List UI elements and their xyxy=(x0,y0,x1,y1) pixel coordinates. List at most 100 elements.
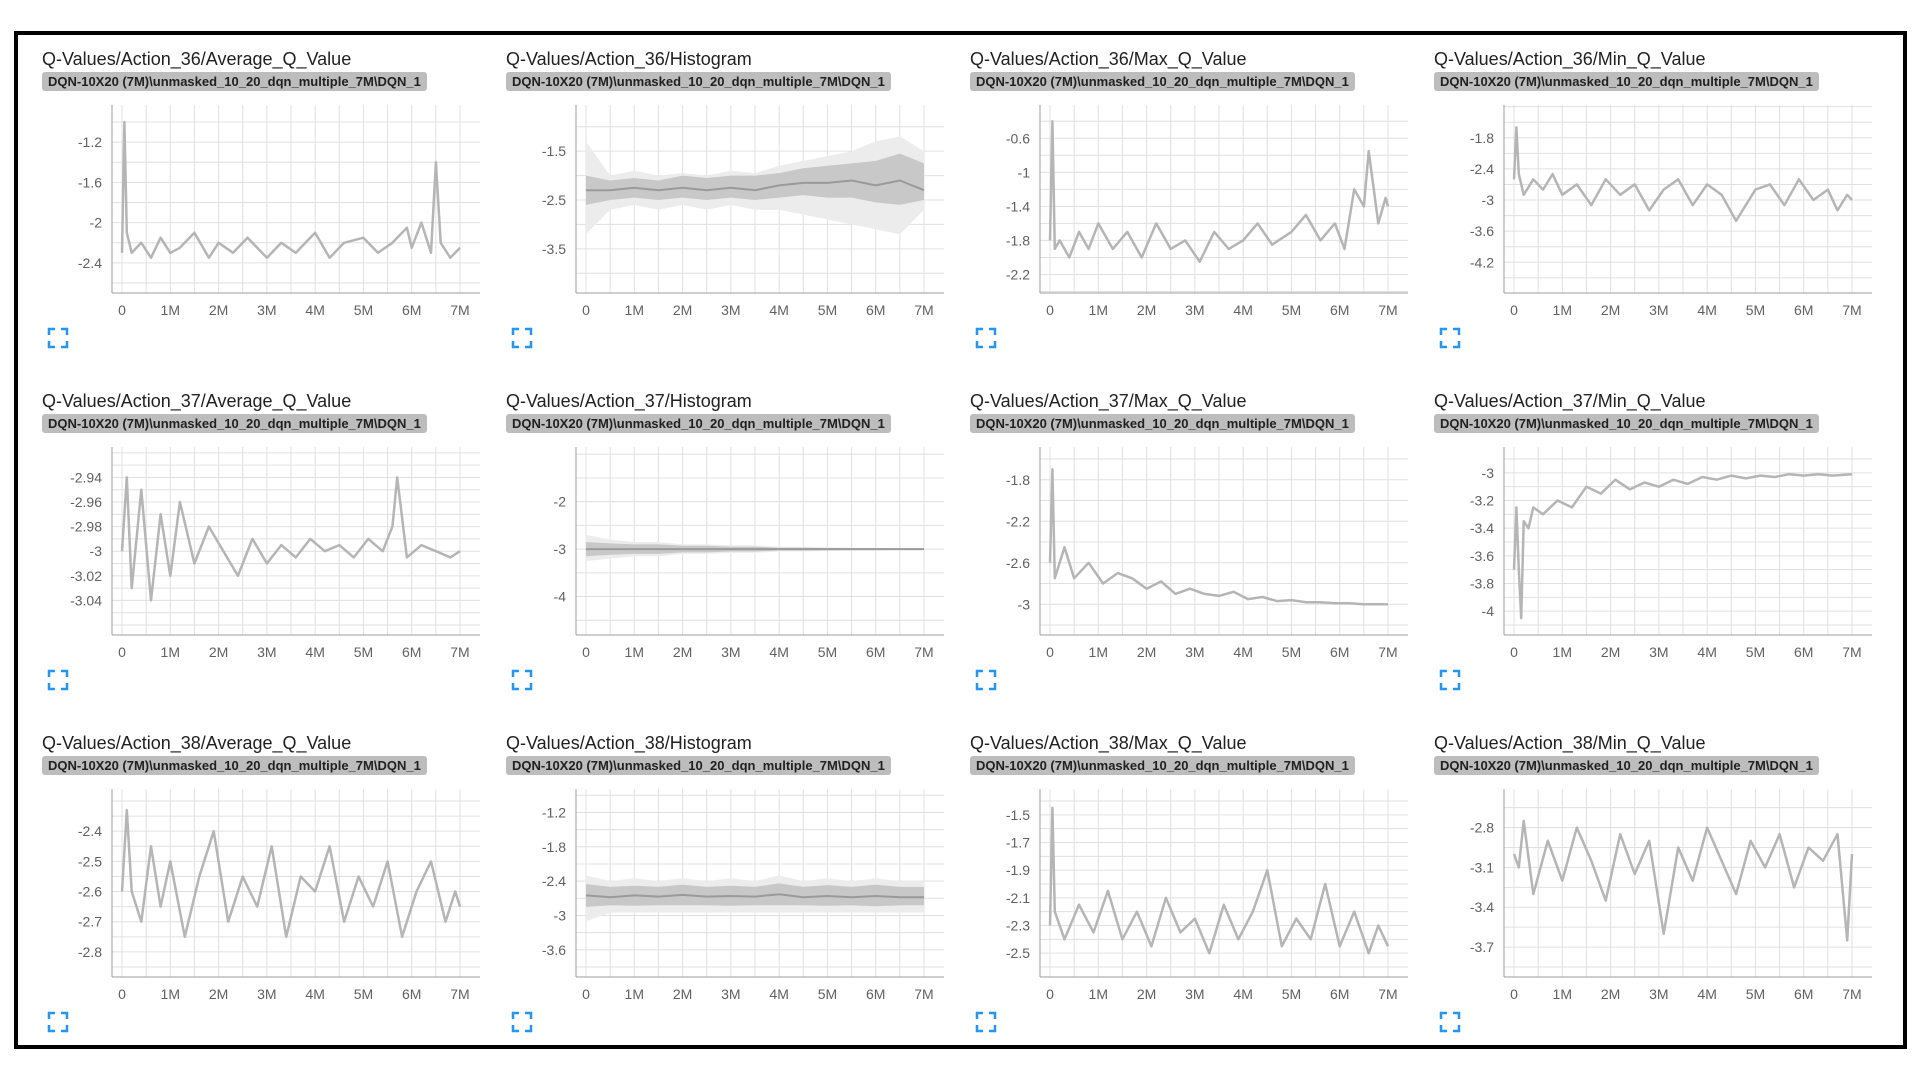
y-tick-label: -2.96 xyxy=(70,494,102,510)
y-tick-label: -2.3 xyxy=(1006,918,1030,934)
y-tick-label: -2.7 xyxy=(78,914,102,930)
y-tick-label: -2.5 xyxy=(542,192,566,208)
x-tick-label: 7M xyxy=(450,644,469,659)
chart-panel: Q-Values/Action_36/Min_Q_Value DQN-10X20 … xyxy=(1420,35,1884,377)
y-tick-label: -2.5 xyxy=(78,853,102,869)
y-tick-label: -3 xyxy=(1482,192,1495,208)
y-tick-label: -1.4 xyxy=(1006,198,1030,214)
y-tick-label: -3.2 xyxy=(1470,493,1494,509)
chart-plot[interactable]: -1.2 -1.6 -2 -2.4 0 1M 2M 3M 4M 5M 6M 7M xyxy=(28,97,492,317)
fullscreen-icon[interactable] xyxy=(47,1011,69,1033)
chart-plot[interactable]: -3 -3.2 -3.4 -3.6 -3.8 -4 0 1M 2M 3M 4M 5M 6M 7M xyxy=(1420,439,1884,659)
chart-title: Q-Values/Action_36/Histogram xyxy=(506,49,752,69)
chart-title: Q-Values/Action_36/Max_Q_Value xyxy=(970,49,1247,69)
x-tick-label: 3M xyxy=(721,302,740,317)
y-tick-label: -2.6 xyxy=(1006,555,1030,571)
y-tick-label: -2 xyxy=(90,215,103,231)
fullscreen-icon[interactable] xyxy=(1439,1011,1461,1033)
y-tick-label: -2.2 xyxy=(1006,266,1030,282)
chart-plot[interactable]: -2.4 -2.5 -2.6 -2.7 -2.8 0 1M 2M 3M 4M 5M 6M 7M xyxy=(28,781,492,1001)
x-tick-label: 3M xyxy=(257,302,276,317)
series-line xyxy=(1512,819,1854,942)
y-tick-label: -3.6 xyxy=(1470,223,1494,239)
x-tick-label: 7M xyxy=(1842,644,1861,659)
fullscreen-icon[interactable] xyxy=(975,1011,997,1033)
x-tick-label: 5M xyxy=(354,302,373,317)
y-tick-label: -2.2 xyxy=(1006,513,1030,529)
run-badge: DQN-10X20 (7M)\unmasked_10_20_dqn_multip… xyxy=(506,756,891,775)
fullscreen-icon[interactable] xyxy=(47,327,69,349)
x-tick-label: 6M xyxy=(1330,986,1349,1001)
chart-plot[interactable]: -1.2 -1.8 -2.4 -3 -3.6 0 1M 2M 3M 4M 5M 6M 7M xyxy=(492,781,956,1001)
x-tick-label: 5M xyxy=(818,302,837,317)
x-tick-label: 2M xyxy=(1137,644,1156,659)
y-tick-label: -3.04 xyxy=(70,592,102,608)
fullscreen-icon[interactable] xyxy=(975,327,997,349)
x-tick-label: 3M xyxy=(1185,986,1204,1001)
x-tick-label: 6M xyxy=(402,302,421,317)
y-tick-label: -2.1 xyxy=(1006,890,1030,906)
chart-panel: Q-Values/Action_36/Max_Q_Value DQN-10X20 … xyxy=(956,35,1420,377)
chart-panel: Q-Values/Action_38/Average_Q_Value DQN-10… xyxy=(28,719,492,1061)
x-tick-label: 1M xyxy=(161,986,180,1001)
x-tick-label: 1M xyxy=(161,644,180,659)
chart-panel: Q-Values/Action_38/Histogram DQN-10X20 (7… xyxy=(492,719,956,1061)
x-tick-label: 4M xyxy=(1233,302,1252,317)
y-tick-label: -2.4 xyxy=(78,255,102,271)
series-line xyxy=(120,120,461,260)
chart-plot[interactable]: -1.5 -2.5 -3.5 0 1M 2M 3M 4M 5M 6M 7M xyxy=(492,97,956,317)
chart-plot[interactable]: -2.94 -2.96 -2.98 -3 -3.02 -3.04 0 1M 2M 3M 4M 5M 6M… xyxy=(28,439,492,659)
y-tick-label: -3 xyxy=(90,543,103,559)
chart-plot[interactable]: -2.8 -3.1 -3.4 -3.7 0 1M 2M 3M 4M 5M 6M 7M xyxy=(1420,781,1884,1001)
fullscreen-icon[interactable] xyxy=(47,669,69,691)
x-tick-label: 0 xyxy=(582,302,590,317)
x-tick-label: 1M xyxy=(1553,644,1572,659)
y-tick-label: -2.4 xyxy=(542,873,566,889)
chart-plot[interactable]: -0.6 -1 -1.4 -1.8 -2.2 0 1M 2M 3M 4M 5M 6M 7M xyxy=(956,97,1420,317)
x-tick-label: 6M xyxy=(1794,302,1813,317)
y-tick-label: -1.6 xyxy=(78,174,102,190)
y-tick-label: -3.6 xyxy=(1470,548,1494,564)
run-badge: DQN-10X20 (7M)\unmasked_10_20_dqn_multip… xyxy=(1434,72,1819,91)
chart-plot[interactable]: -2 -3 -4 0 1M 2M 3M 4M 5M 6M 7M xyxy=(492,439,956,659)
x-tick-label: 0 xyxy=(1046,644,1054,659)
x-tick-label: 2M xyxy=(209,302,228,317)
y-tick-label: -3.4 xyxy=(1470,899,1494,915)
histogram-median-line xyxy=(586,179,925,192)
y-tick-label: -1 xyxy=(1018,164,1031,180)
chart-plot[interactable]: -1.8 -2.2 -2.6 -3 0 1M 2M 3M 4M 5M 6M 7M xyxy=(956,439,1420,659)
x-tick-label: 3M xyxy=(721,644,740,659)
x-tick-label: 1M xyxy=(625,644,644,659)
fullscreen-icon[interactable] xyxy=(1439,327,1461,349)
y-tick-label: -3.7 xyxy=(1470,939,1494,955)
x-tick-label: 1M xyxy=(161,302,180,317)
y-tick-label: -3.8 xyxy=(1470,576,1494,592)
chart-title: Q-Values/Action_36/Average_Q_Value xyxy=(42,49,352,69)
x-tick-label: 5M xyxy=(1282,302,1301,317)
series-line xyxy=(120,808,462,939)
x-tick-label: 6M xyxy=(1330,302,1349,317)
x-tick-label: 4M xyxy=(305,986,324,1001)
x-tick-label: 1M xyxy=(625,302,644,317)
fullscreen-icon[interactable] xyxy=(1439,669,1461,691)
chart-panel: Q-Values/Action_37/Histogram DQN-10X20 (7… xyxy=(492,377,956,719)
fullscreen-icon[interactable] xyxy=(975,669,997,691)
chart-plot[interactable]: -1.8 -2.4 -3 -3.6 -4.2 0 1M 2M 3M 4M 5M 6M 7M xyxy=(1420,97,1884,317)
chart-panel: Q-Values/Action_38/Max_Q_Value DQN-10X20 … xyxy=(956,719,1420,1061)
fullscreen-icon[interactable] xyxy=(511,1011,533,1033)
y-tick-label: -0.6 xyxy=(1006,130,1030,146)
histogram-inner-band xyxy=(586,883,924,907)
fullscreen-icon[interactable] xyxy=(511,327,533,349)
run-badge: DQN-10X20 (7M)\unmasked_10_20_dqn_multip… xyxy=(970,414,1355,433)
fullscreen-icon[interactable] xyxy=(511,669,533,691)
chart-panel: Q-Values/Action_37/Min_Q_Value DQN-10X20 … xyxy=(1420,377,1884,719)
chart-plot[interactable]: -1.5 -1.7 -1.9 -2.1 -2.3 -2.5 0 1M 2M 3M 4M 5M 6M 7M xyxy=(956,781,1420,1001)
x-tick-label: 0 xyxy=(1510,302,1518,317)
x-tick-label: 4M xyxy=(769,986,788,1001)
y-tick-label: -2.8 xyxy=(78,944,102,960)
y-tick-label: -3 xyxy=(1018,596,1031,612)
x-tick-label: 4M xyxy=(1697,986,1716,1001)
x-tick-label: 0 xyxy=(582,644,590,659)
y-tick-label: -3 xyxy=(1482,465,1495,481)
x-tick-label: 4M xyxy=(1233,644,1252,659)
